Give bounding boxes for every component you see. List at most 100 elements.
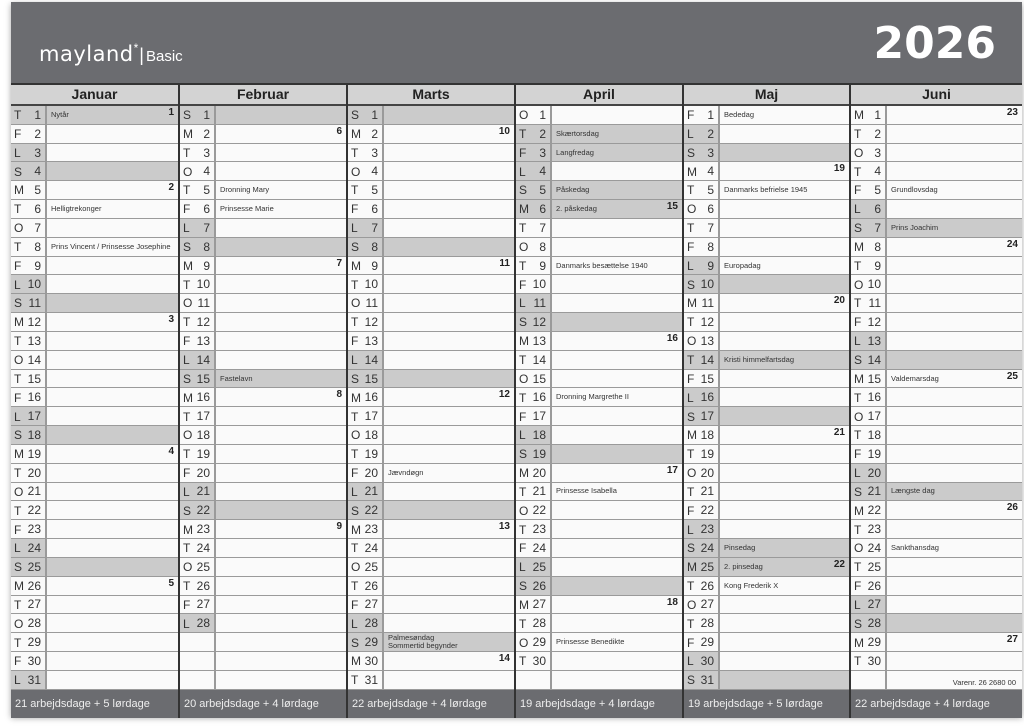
- day-note-cell[interactable]: 16: [552, 332, 682, 350]
- day-note-cell[interactable]: 7: [216, 257, 346, 275]
- day-note-cell[interactable]: [384, 558, 514, 576]
- day-note-cell[interactable]: [720, 275, 849, 294]
- day-note-cell[interactable]: [384, 144, 514, 162]
- day-note-cell[interactable]: 9: [216, 520, 346, 538]
- day-note-cell[interactable]: [384, 162, 514, 180]
- day-note-cell[interactable]: Europadag: [720, 257, 849, 275]
- day-note-cell[interactable]: [47, 125, 178, 143]
- day-note-cell[interactable]: [887, 407, 1022, 425]
- day-note-cell[interactable]: Jævndøgn: [384, 464, 514, 482]
- day-note-cell[interactable]: [216, 464, 346, 482]
- day-note-cell[interactable]: [384, 351, 514, 369]
- day-note-cell[interactable]: [887, 464, 1022, 482]
- day-note-cell[interactable]: [720, 238, 849, 256]
- day-note-cell[interactable]: [552, 652, 682, 670]
- day-note-cell[interactable]: 20: [720, 294, 849, 312]
- day-note-cell[interactable]: [720, 407, 849, 426]
- day-note-cell[interactable]: Bededag: [720, 106, 849, 124]
- day-note-cell[interactable]: [552, 351, 682, 369]
- day-note-cell[interactable]: [552, 614, 682, 632]
- day-note-cell[interactable]: [552, 370, 682, 388]
- day-note-cell[interactable]: 23: [887, 106, 1022, 124]
- day-note-cell[interactable]: [720, 614, 849, 632]
- day-note-cell[interactable]: Sankthansdag: [887, 539, 1022, 557]
- day-note-cell[interactable]: [216, 501, 346, 520]
- day-note-cell[interactable]: [47, 351, 178, 369]
- day-note-cell[interactable]: [216, 407, 346, 425]
- day-note-cell[interactable]: [216, 332, 346, 350]
- day-note-cell[interactable]: [384, 219, 514, 237]
- day-note-cell[interactable]: [216, 633, 346, 651]
- day-note-cell[interactable]: [47, 539, 178, 557]
- day-note-cell[interactable]: [720, 445, 849, 463]
- day-note-cell[interactable]: [887, 596, 1022, 614]
- day-note-cell[interactable]: [552, 238, 682, 256]
- day-note-cell[interactable]: [887, 125, 1022, 143]
- day-note-cell[interactable]: [47, 483, 178, 501]
- day-note-cell[interactable]: Kong Frederik X: [720, 577, 849, 595]
- day-note-cell[interactable]: Prinsesse Marie: [216, 200, 346, 218]
- day-note-cell[interactable]: [720, 596, 849, 614]
- day-note-cell[interactable]: [384, 483, 514, 501]
- day-note-cell[interactable]: [47, 596, 178, 614]
- day-note-cell[interactable]: [216, 219, 346, 237]
- day-note-cell[interactable]: [887, 200, 1022, 218]
- day-note-cell[interactable]: 6: [216, 125, 346, 143]
- day-note-cell[interactable]: [552, 219, 682, 237]
- day-note-cell[interactable]: Langfredag: [552, 143, 682, 162]
- day-note-cell[interactable]: 3: [47, 313, 178, 331]
- day-note-cell[interactable]: [552, 576, 682, 595]
- day-note-cell[interactable]: [384, 407, 514, 425]
- day-note-cell[interactable]: [384, 200, 514, 218]
- day-note-cell[interactable]: 4: [47, 445, 178, 463]
- day-note-cell[interactable]: [384, 671, 514, 689]
- day-note-cell[interactable]: 5: [47, 577, 178, 595]
- day-note-cell[interactable]: [47, 407, 178, 425]
- day-note-cell[interactable]: [216, 652, 346, 670]
- day-note-cell[interactable]: [384, 106, 514, 124]
- day-note-cell[interactable]: 2. påskedag 15: [552, 200, 682, 218]
- day-note-cell[interactable]: Fastelavn: [216, 369, 346, 388]
- day-note-cell[interactable]: [216, 614, 346, 632]
- day-note-cell[interactable]: 27: [887, 633, 1022, 651]
- day-note-cell[interactable]: [216, 671, 346, 689]
- day-note-cell[interactable]: [216, 558, 346, 576]
- day-note-cell[interactable]: [887, 520, 1022, 538]
- day-note-cell[interactable]: [887, 558, 1022, 576]
- day-note-cell[interactable]: 2. pinsedag 22: [720, 557, 849, 576]
- day-note-cell[interactable]: [47, 162, 178, 181]
- day-note-cell[interactable]: 21: [720, 426, 849, 444]
- day-note-cell[interactable]: [216, 445, 346, 463]
- day-note-cell[interactable]: 17: [552, 464, 682, 482]
- day-note-cell[interactable]: [47, 652, 178, 670]
- day-note-cell[interactable]: [384, 313, 514, 331]
- day-note-cell[interactable]: [47, 275, 178, 293]
- day-note-cell[interactable]: [720, 313, 849, 331]
- day-note-cell[interactable]: [552, 520, 682, 538]
- day-note-cell[interactable]: [552, 539, 682, 557]
- day-note-cell[interactable]: [216, 596, 346, 614]
- day-note-cell[interactable]: Prins Joachim: [887, 218, 1022, 237]
- day-note-cell[interactable]: Varenr. 26 2680 00: [887, 671, 1022, 689]
- day-note-cell[interactable]: [47, 294, 178, 313]
- day-note-cell[interactable]: 12: [384, 388, 514, 406]
- day-note-cell[interactable]: [552, 106, 682, 124]
- day-note-cell[interactable]: [552, 407, 682, 425]
- day-note-cell[interactable]: [887, 332, 1022, 350]
- day-note-cell[interactable]: [216, 275, 346, 293]
- day-note-cell[interactable]: [47, 520, 178, 538]
- day-note-cell[interactable]: [216, 483, 346, 501]
- day-note-cell[interactable]: [216, 294, 346, 312]
- day-note-cell[interactable]: [216, 313, 346, 331]
- day-note-cell[interactable]: [552, 501, 682, 519]
- day-note-cell[interactable]: [887, 313, 1022, 331]
- day-note-cell[interactable]: [887, 445, 1022, 463]
- day-note-cell[interactable]: [552, 444, 682, 463]
- day-note-cell[interactable]: 10: [384, 125, 514, 143]
- day-note-cell[interactable]: [720, 633, 849, 651]
- day-note-cell[interactable]: [887, 257, 1022, 275]
- day-note-cell[interactable]: [384, 237, 514, 256]
- day-note-cell[interactable]: [384, 614, 514, 632]
- day-note-cell[interactable]: 11: [384, 257, 514, 275]
- day-note-cell[interactable]: [552, 671, 682, 689]
